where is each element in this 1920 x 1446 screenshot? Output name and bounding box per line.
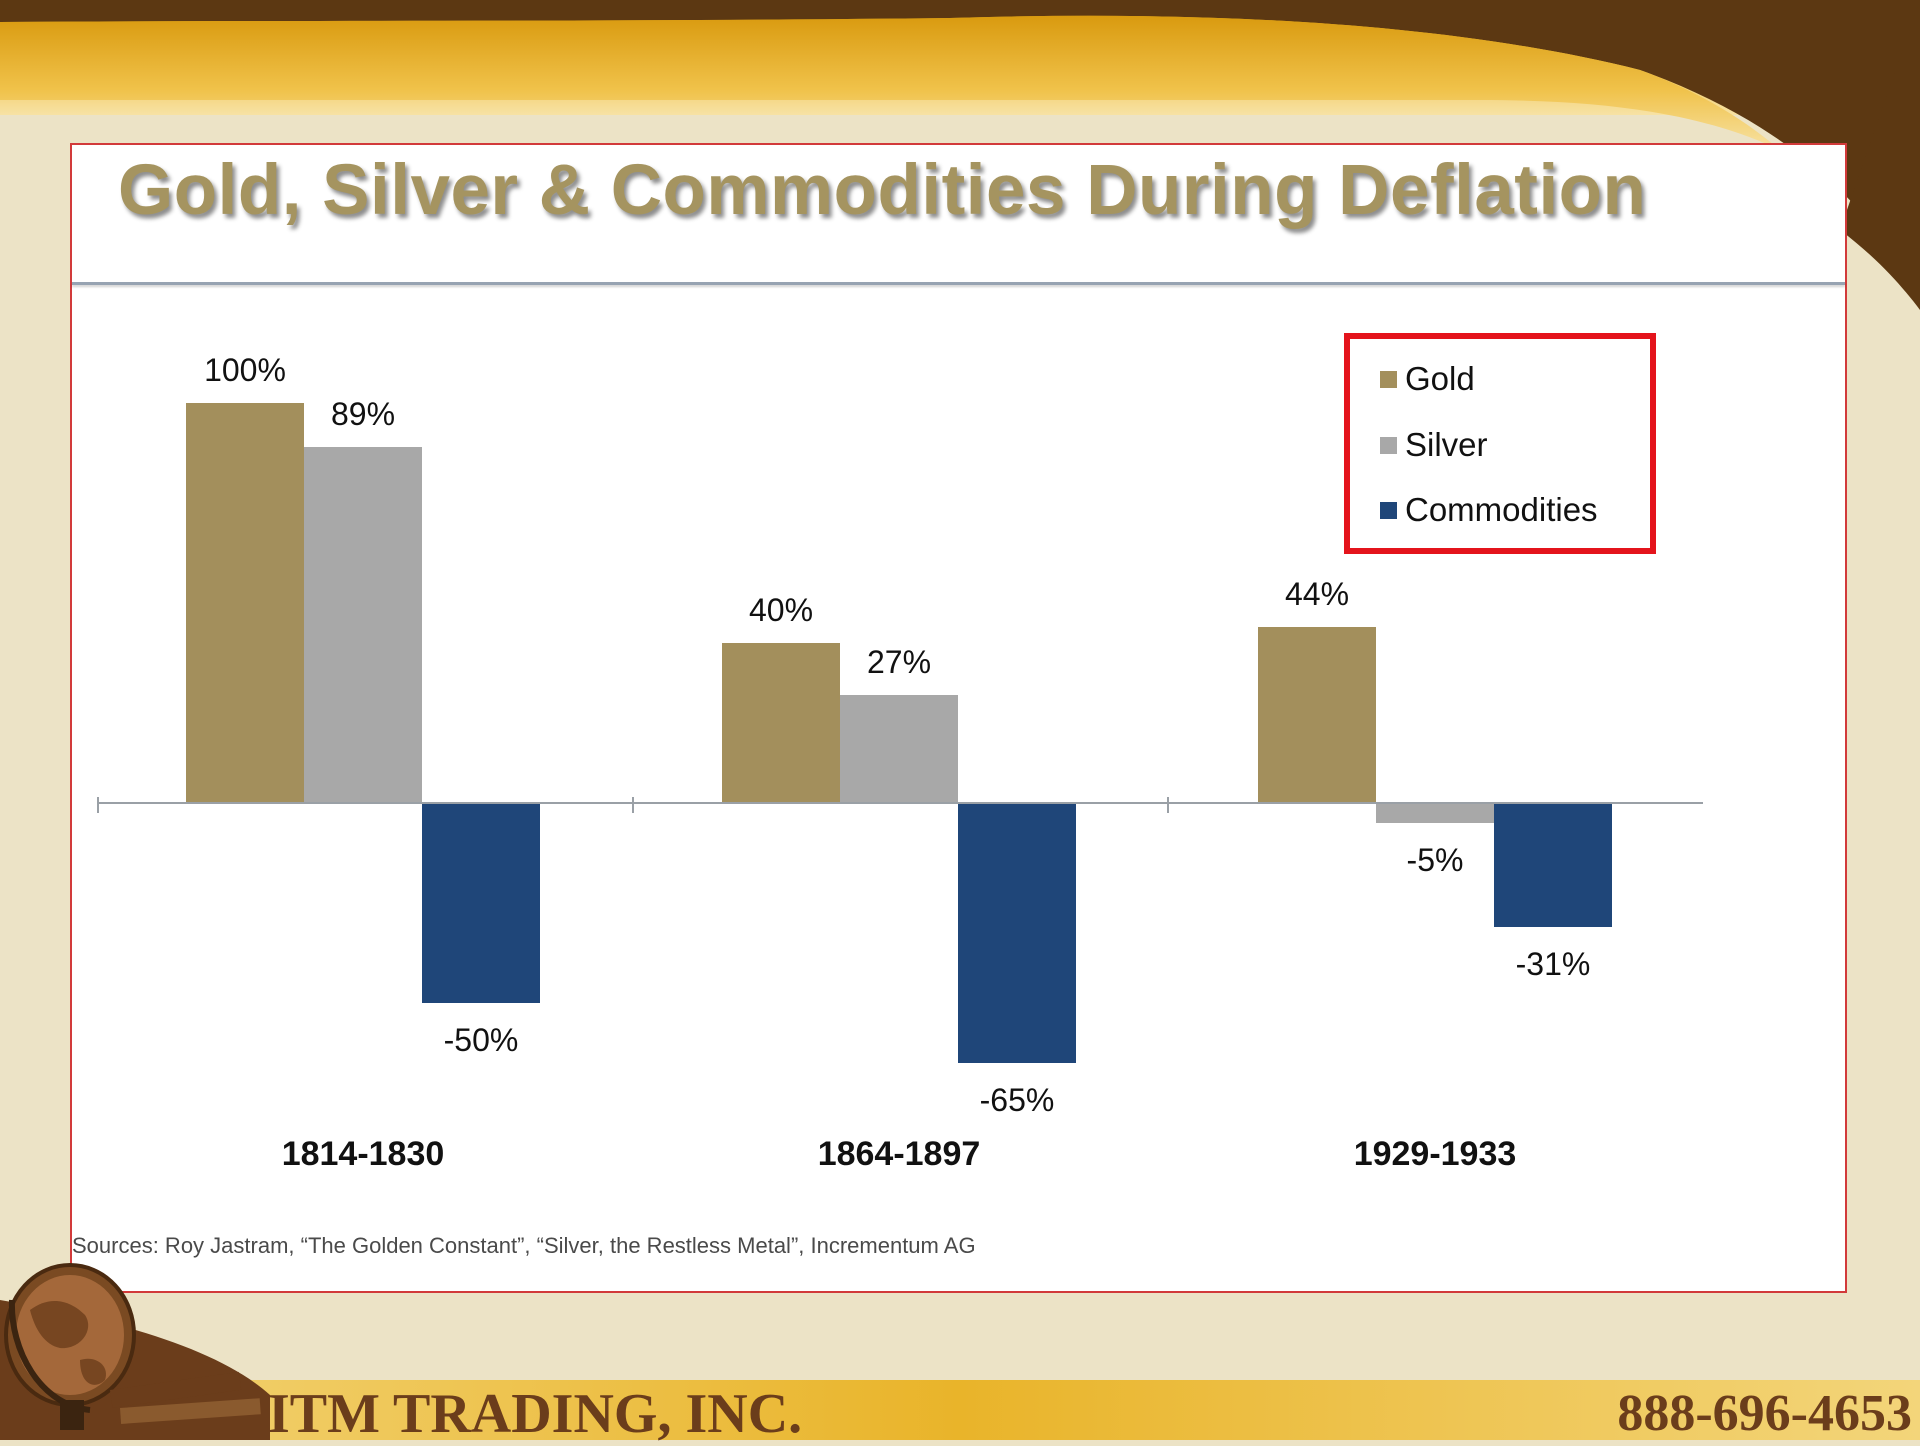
- category-label: 1929-1933: [1354, 1135, 1517, 1173]
- data-label: -31%: [1516, 946, 1591, 982]
- source-note: Sources: Roy Jastram, “The Golden Consta…: [72, 1233, 976, 1258]
- top-brown-swoosh: [0, 0, 1920, 300]
- legend-swatch-gold: [1380, 370, 1397, 388]
- data-label: 27%: [867, 644, 931, 680]
- legend-item-commodities: Commodities: [1380, 490, 1598, 530]
- bar-silver: [1376, 803, 1494, 823]
- legend-item-gold: Gold: [1380, 359, 1475, 399]
- legend-swatch-silver: [1380, 436, 1397, 454]
- bar-commodities: [1494, 803, 1612, 927]
- legend-label-silver: Silver: [1405, 426, 1488, 463]
- bar-silver: [304, 447, 422, 803]
- bar-commodities: [958, 803, 1076, 1063]
- category-label: 1864-1897: [818, 1135, 981, 1173]
- bottom-gold-band: [0, 1380, 1920, 1440]
- globe-icon: [4, 1263, 261, 1430]
- data-label: -65%: [980, 1082, 1055, 1118]
- data-label: 89%: [331, 396, 395, 432]
- data-label: 44%: [1285, 576, 1349, 612]
- company-name: ITM TRADING, INC.: [268, 1383, 803, 1445]
- category-label: 1814-1830: [282, 1135, 445, 1173]
- legend-swatch-commodities: [1380, 501, 1397, 519]
- chart-title: Gold, Silver & Commodities During Deflat…: [118, 151, 1647, 230]
- data-label: -50%: [444, 1022, 519, 1058]
- title-divider: [72, 282, 1845, 285]
- data-label: 40%: [749, 592, 813, 628]
- data-label: -5%: [1407, 842, 1464, 878]
- chart-legend: Gold Silver Commodities: [1344, 333, 1656, 554]
- legend-label-gold: Gold: [1405, 360, 1475, 397]
- bar-gold: [722, 643, 840, 803]
- legend-item-silver: Silver: [1380, 425, 1488, 465]
- legend-label-commodities: Commodities: [1405, 491, 1598, 528]
- bar-commodities: [422, 803, 540, 1003]
- bar-gold: [1258, 627, 1376, 803]
- data-label: 100%: [204, 352, 286, 388]
- right-brown-edge: [1840, 0, 1920, 310]
- phone-number: 888-696-4653: [1617, 1385, 1912, 1442]
- bar-silver: [840, 695, 958, 803]
- bar-gold: [186, 403, 304, 803]
